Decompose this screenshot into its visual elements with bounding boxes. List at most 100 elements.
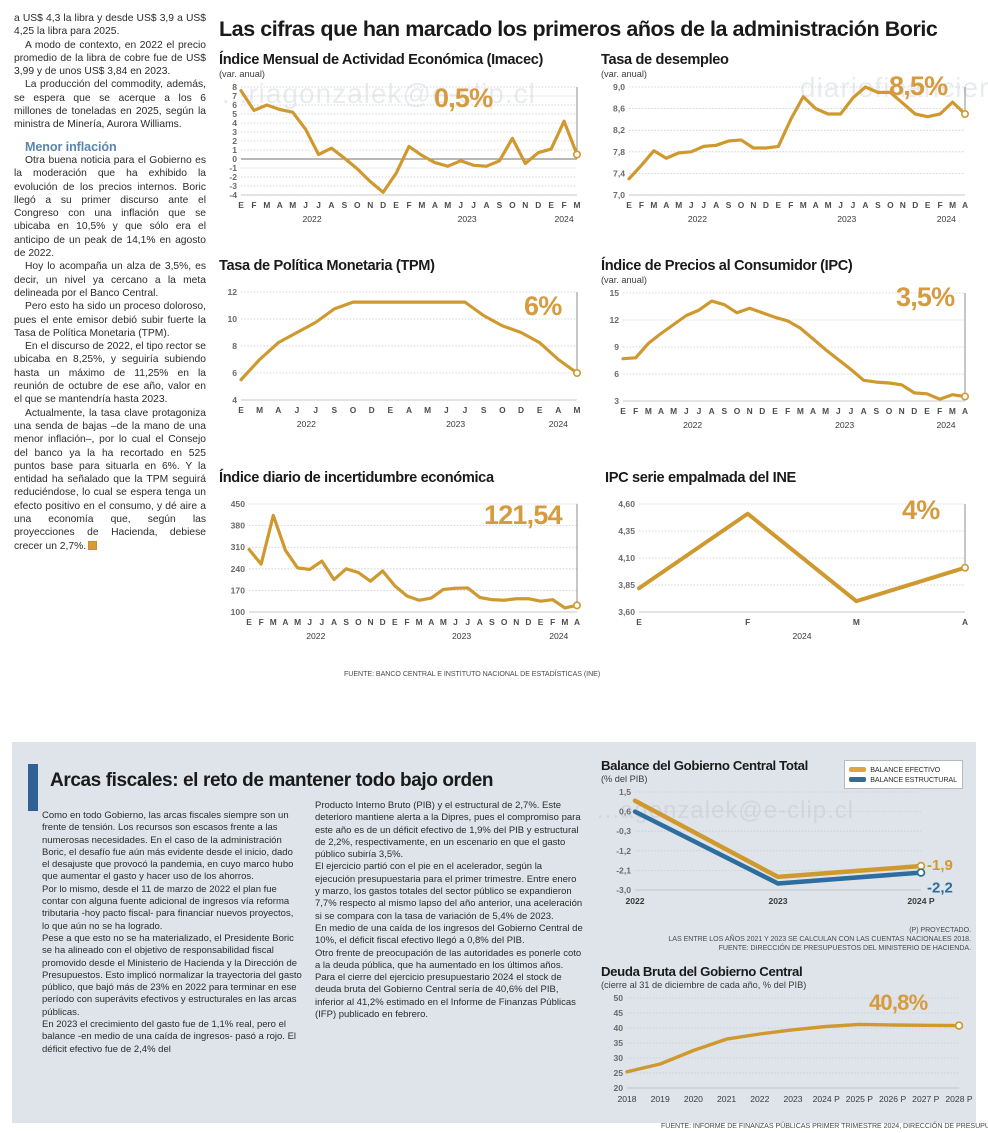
svg-text:N: N bbox=[899, 406, 905, 416]
svg-text:2024: 2024 bbox=[936, 420, 955, 430]
svg-text:D: D bbox=[525, 617, 531, 627]
chart-incertidumbre: Índice diario de incertidumbre económica… bbox=[219, 470, 600, 678]
svg-text:M: M bbox=[822, 406, 829, 416]
svg-text:M: M bbox=[574, 200, 581, 210]
svg-text:S: S bbox=[343, 617, 349, 627]
svg-text:E: E bbox=[620, 406, 626, 416]
svg-text:1: 1 bbox=[232, 145, 237, 155]
svg-text:M: M bbox=[418, 200, 425, 210]
svg-text:9: 9 bbox=[614, 342, 619, 352]
svg-text:A: A bbox=[861, 406, 867, 416]
svg-text:E: E bbox=[238, 405, 244, 415]
svg-text:2023: 2023 bbox=[768, 896, 787, 906]
svg-text:240: 240 bbox=[231, 564, 246, 574]
svg-text:2019: 2019 bbox=[651, 1094, 670, 1104]
left-article-column: a US$ 4,3 la libra y desde US$ 3,9 a US$… bbox=[14, 12, 206, 722]
chart-ipc: Índice de Precios al Consumidor (IPC) (v… bbox=[601, 258, 979, 437]
svg-text:N: N bbox=[367, 617, 373, 627]
chart-subtitle bbox=[219, 275, 591, 284]
svg-text:-1: -1 bbox=[229, 163, 237, 173]
svg-text:E: E bbox=[537, 405, 543, 415]
page-title: Las cifras que han marcado los primeros … bbox=[219, 17, 938, 41]
legend-label: BALANCE ESTRUCTURAL bbox=[870, 775, 957, 784]
chart-note-3: FUENTE: DIRECCIÓN DE PRESUPUESTOS DEL MI… bbox=[718, 944, 971, 952]
svg-text:100: 100 bbox=[231, 607, 246, 617]
svg-text:2022: 2022 bbox=[625, 896, 644, 906]
svg-text:E: E bbox=[388, 405, 394, 415]
legend-item-estructural: BALANCE ESTRUCTURAL bbox=[849, 775, 957, 784]
article-paragraph: Otra buena noticia para el Gobierno es l… bbox=[14, 154, 206, 260]
chart-plot-area: -3,0 -2,1 -1,2 -0,3 0,6 1,5 -1,9 -2,2 2022 2023 20… bbox=[601, 786, 973, 914]
svg-text:D: D bbox=[369, 405, 375, 415]
svg-text:S: S bbox=[342, 200, 348, 210]
svg-text:M: M bbox=[424, 405, 431, 415]
svg-text:M: M bbox=[416, 617, 423, 627]
svg-text:8: 8 bbox=[232, 82, 237, 92]
svg-text:D: D bbox=[911, 406, 917, 416]
svg-text:E: E bbox=[772, 406, 778, 416]
svg-text:A: A bbox=[328, 200, 334, 210]
svg-text:M: M bbox=[675, 200, 682, 210]
svg-text:N: N bbox=[747, 406, 753, 416]
svg-text:2022: 2022 bbox=[750, 1094, 769, 1104]
svg-text:O: O bbox=[734, 406, 741, 416]
article-paragraph: a US$ 4,3 la libra y desde US$ 3,9 a US$… bbox=[14, 13, 206, 38]
chart-svg: 20 25 30 35 40 45 50 2018 2019 2020 2021 2022 2023 20… bbox=[613, 993, 973, 1104]
svg-text:50: 50 bbox=[613, 993, 623, 1003]
svg-text:S: S bbox=[875, 200, 881, 210]
bottom-panel: ...agonzalek@e-clip.cl Arcas fiscales: e… bbox=[12, 742, 988, 1130]
svg-text:J: J bbox=[471, 200, 476, 210]
article-paragraph: A modo de contexto, en 2022 el precio pr… bbox=[14, 39, 206, 78]
svg-text:2028 P: 2028 P bbox=[945, 1094, 973, 1104]
svg-text:3,85: 3,85 bbox=[618, 580, 635, 590]
svg-text:5: 5 bbox=[232, 109, 237, 119]
svg-text:2024: 2024 bbox=[549, 631, 568, 641]
svg-text:170: 170 bbox=[231, 585, 246, 595]
legend-swatch-blue-icon bbox=[849, 777, 867, 782]
svg-text:J: J bbox=[701, 200, 706, 210]
chart-callout-value: 8,5% bbox=[889, 71, 948, 101]
svg-text:3,60: 3,60 bbox=[618, 607, 635, 617]
svg-text:3: 3 bbox=[614, 396, 619, 406]
svg-text:12: 12 bbox=[227, 287, 237, 297]
svg-text:J: J bbox=[849, 406, 854, 416]
article-subheading: Menor inflación bbox=[25, 139, 117, 154]
article-paragraph: Hoy lo acompaña un alza de 3,5%, es deci… bbox=[14, 261, 206, 299]
svg-text:35: 35 bbox=[613, 1038, 623, 1048]
svg-text:-1,2: -1,2 bbox=[616, 846, 631, 856]
bottom-col2-text: Producto Interno Bruto (PIB) y el estruc… bbox=[315, 800, 583, 1021]
svg-text:D: D bbox=[380, 200, 386, 210]
svg-text:2024: 2024 bbox=[792, 631, 811, 641]
svg-text:2026 P: 2026 P bbox=[879, 1094, 907, 1104]
chart-subtitle: (var. anual) bbox=[601, 275, 647, 285]
chart-note-2: LAS ENTRE LOS AÑOS 2021 Y 2023 SE CALCUL… bbox=[668, 935, 971, 943]
svg-text:M: M bbox=[949, 406, 956, 416]
svg-text:F: F bbox=[550, 617, 555, 627]
svg-text:O: O bbox=[509, 200, 516, 210]
svg-text:2023: 2023 bbox=[783, 1094, 802, 1104]
svg-text:S: S bbox=[481, 405, 487, 415]
svg-text:4: 4 bbox=[232, 395, 237, 405]
svg-text:1,5: 1,5 bbox=[619, 787, 631, 797]
svg-text:J: J bbox=[697, 406, 702, 416]
svg-text:2024 P: 2024 P bbox=[907, 896, 935, 906]
svg-text:A: A bbox=[813, 200, 819, 210]
svg-text:20: 20 bbox=[613, 1083, 623, 1093]
svg-text:F: F bbox=[251, 200, 256, 210]
chart-imacec: Índice Mensual de Actividad Económica (I… bbox=[219, 52, 591, 231]
svg-text:2025 P: 2025 P bbox=[846, 1094, 874, 1104]
svg-text:2023: 2023 bbox=[837, 214, 856, 224]
svg-text:4,60: 4,60 bbox=[618, 499, 635, 509]
svg-text:2027 P: 2027 P bbox=[912, 1094, 940, 1104]
svg-text:J: J bbox=[453, 617, 458, 627]
svg-text:O: O bbox=[350, 405, 357, 415]
svg-text:A: A bbox=[484, 200, 490, 210]
svg-text:2023: 2023 bbox=[835, 420, 854, 430]
chart-legend: BALANCE EFECTIVO BALANCE ESTRUCTURAL bbox=[844, 760, 963, 789]
chart-subtitle: (cierre al 31 de diciembre de cada año, … bbox=[601, 980, 807, 990]
svg-text:A: A bbox=[713, 200, 719, 210]
svg-text:4,35: 4,35 bbox=[618, 526, 635, 536]
svg-text:F: F bbox=[785, 406, 790, 416]
